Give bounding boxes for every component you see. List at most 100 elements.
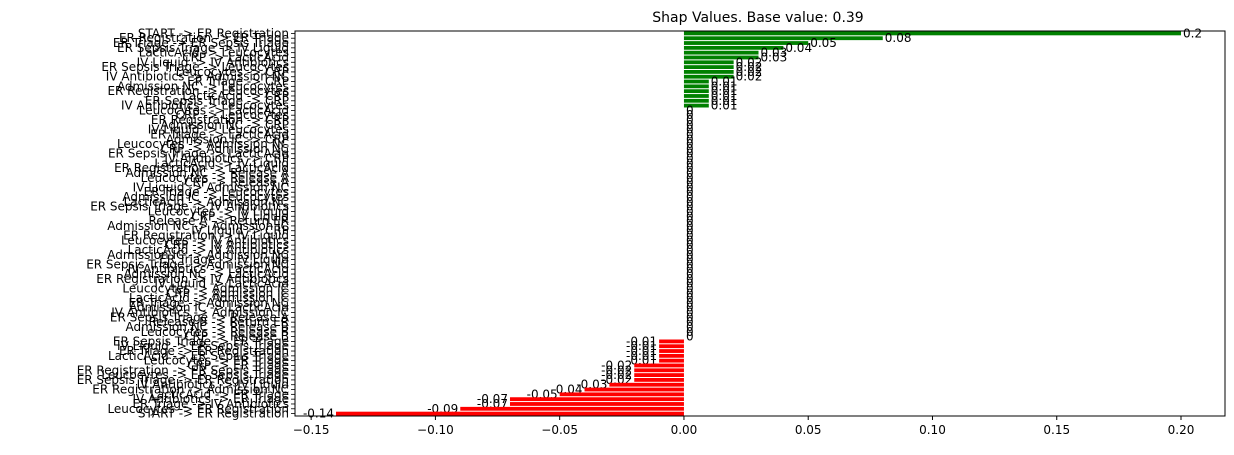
value-label: 0 xyxy=(686,161,694,175)
value-label: 0 xyxy=(686,103,694,117)
y-tick-label: Leucocytes -> IV Liquid xyxy=(148,204,289,218)
y-tick-label: ER Sepsis Triage -> ER Registration xyxy=(77,373,289,387)
value-label: 0 xyxy=(686,277,694,291)
bar xyxy=(584,387,684,392)
y-tick-label: ER Registration -> CRP xyxy=(151,113,289,127)
bar xyxy=(683,60,734,65)
y-tick-label: Admission IC -> Leucocytes xyxy=(122,190,289,204)
y-tick-label: ER Triage -> IV Antibiotics xyxy=(132,397,289,411)
y-tick-label: IV Antibiotics -> Admission IC xyxy=(111,306,289,320)
y-tick-label: CRP -> IV Liquid xyxy=(191,209,289,223)
value-label: 0.02 xyxy=(736,70,763,84)
value-label: -0.02 xyxy=(601,368,632,382)
value-label: 0 xyxy=(686,243,694,257)
value-label: 0 xyxy=(686,166,694,180)
y-tick-label: ER Registration -> Leucocytes xyxy=(107,84,289,98)
bar xyxy=(683,94,709,98)
y-tick-label: IV Liquid -> IV Antibiotics xyxy=(137,55,289,69)
value-label: 0 xyxy=(686,310,694,324)
value-label: 0 xyxy=(686,190,694,204)
value-label: 0 xyxy=(686,291,694,305)
value-label: 0 xyxy=(686,281,694,295)
y-tick-label: LacticAcid -> ER Sepsis Triage xyxy=(108,349,289,363)
y-tick-label: CRP -> ER Triage xyxy=(187,358,289,372)
y-tick-label: Admission IC -> CRP xyxy=(166,132,289,146)
value-label: 0.03 xyxy=(761,46,788,60)
bar xyxy=(683,41,809,45)
bar xyxy=(634,368,684,373)
y-tick-label: IV Antibiotics -> LacticAcid xyxy=(128,262,289,276)
value-label: 0 xyxy=(686,132,694,146)
bar xyxy=(683,79,709,84)
y-tick-label: ER Triage -> ER Registration xyxy=(119,344,289,358)
y-tick-label: ER Sepsis Triage -> IV Liquid xyxy=(117,41,289,55)
bar xyxy=(683,36,883,41)
y-tick-label: IV Antibiotics -> CRP xyxy=(164,152,289,166)
bar xyxy=(509,397,684,402)
value-label: 0 xyxy=(686,204,694,218)
bar xyxy=(683,45,784,50)
y-tick-label: IV Antibiotics -> IV Liquid xyxy=(137,378,289,392)
y-tick-label: Admission NC -> Leucocytes xyxy=(117,79,289,93)
y-tick-label: ER Sepsis Triage -> CRP xyxy=(145,94,289,108)
y-tick-label: IV Antibiotics -> Admission NC xyxy=(106,70,289,84)
value-label: 0 xyxy=(686,147,694,161)
value-label: 0.02 xyxy=(736,65,763,79)
y-tick-label: Leucocytes -> IV Antibiotics xyxy=(121,233,289,247)
bar xyxy=(634,378,684,382)
y-tick-label: LacticAcid -> IV Liquid xyxy=(154,156,289,170)
bar xyxy=(634,363,684,368)
y-tick-label: CRP -> Admission NC xyxy=(160,142,289,156)
value-label: 0 xyxy=(686,137,694,151)
value-label: -0.01 xyxy=(626,334,657,348)
value-label: 0 xyxy=(686,113,694,127)
x-tick-label: 0.20 xyxy=(1168,423,1195,437)
bar xyxy=(683,98,709,103)
value-label: 0 xyxy=(686,127,694,141)
value-label: 0 xyxy=(686,325,694,339)
y-tick-label: Leucocytes -> ER Triage xyxy=(144,354,289,368)
bar xyxy=(659,358,684,363)
value-label: 0.01 xyxy=(711,99,738,113)
y-tick-label: LacticAcid -> ER Triage xyxy=(150,387,289,401)
y-tick-label: Release B -> Return ER xyxy=(148,315,289,329)
bar xyxy=(559,392,684,397)
y-tick-label: Leucocytes -> Admission NC xyxy=(117,137,289,151)
value-label: 0 xyxy=(686,248,694,262)
value-label: 0 xyxy=(686,320,694,334)
y-tick-label: CRP -> LacticAcid xyxy=(182,50,289,64)
value-label: 0 xyxy=(686,296,694,310)
x-tick-label: −0.10 xyxy=(417,423,454,437)
value-label: 0 xyxy=(686,229,694,243)
value-label: -0.01 xyxy=(626,349,657,363)
value-label: -0.14 xyxy=(303,407,334,421)
bar xyxy=(683,50,759,55)
y-tick-label: ER Sepsis Triage -> IV Antibiotics xyxy=(90,200,289,214)
value-label: -0.02 xyxy=(601,358,632,372)
bar xyxy=(509,402,684,406)
bar xyxy=(634,373,684,377)
y-tick-label: LacticAcid -> Admission IC xyxy=(129,291,289,305)
y-tick-label: IV Liquid -> ER Sepsis Triage xyxy=(117,339,289,353)
y-tick-label: IV Antibiotics -> Leucocytes xyxy=(121,99,289,113)
bar xyxy=(659,353,684,358)
y-tick-label: ER Registration -> ER Triage xyxy=(119,31,289,45)
bar xyxy=(683,103,709,108)
y-tick-label: ER Triage -> ER Sepsis Triage xyxy=(113,36,289,50)
value-label: -0.07 xyxy=(477,392,508,406)
y-tick-label: IV Liquid -> Admission NC xyxy=(133,180,289,194)
value-label: 0 xyxy=(686,301,694,315)
y-tick-label: CRP -> Release A xyxy=(184,176,290,190)
bar xyxy=(659,349,684,353)
value-label: 0 xyxy=(686,209,694,223)
bar xyxy=(683,70,734,74)
bar xyxy=(659,339,684,344)
chart-title: Shap Values. Base value: 0.39 xyxy=(652,10,863,26)
value-label: 0.05 xyxy=(810,36,837,50)
value-label: 0.01 xyxy=(711,84,738,98)
y-tick-label: ER Sepsis Triage -> Admission NC xyxy=(86,257,289,271)
value-label: 0 xyxy=(686,272,694,286)
x-tick-label: 0.00 xyxy=(671,423,698,437)
value-label: 0 xyxy=(686,306,694,320)
y-tick-label: CRP -> Leucocytes xyxy=(176,108,289,122)
